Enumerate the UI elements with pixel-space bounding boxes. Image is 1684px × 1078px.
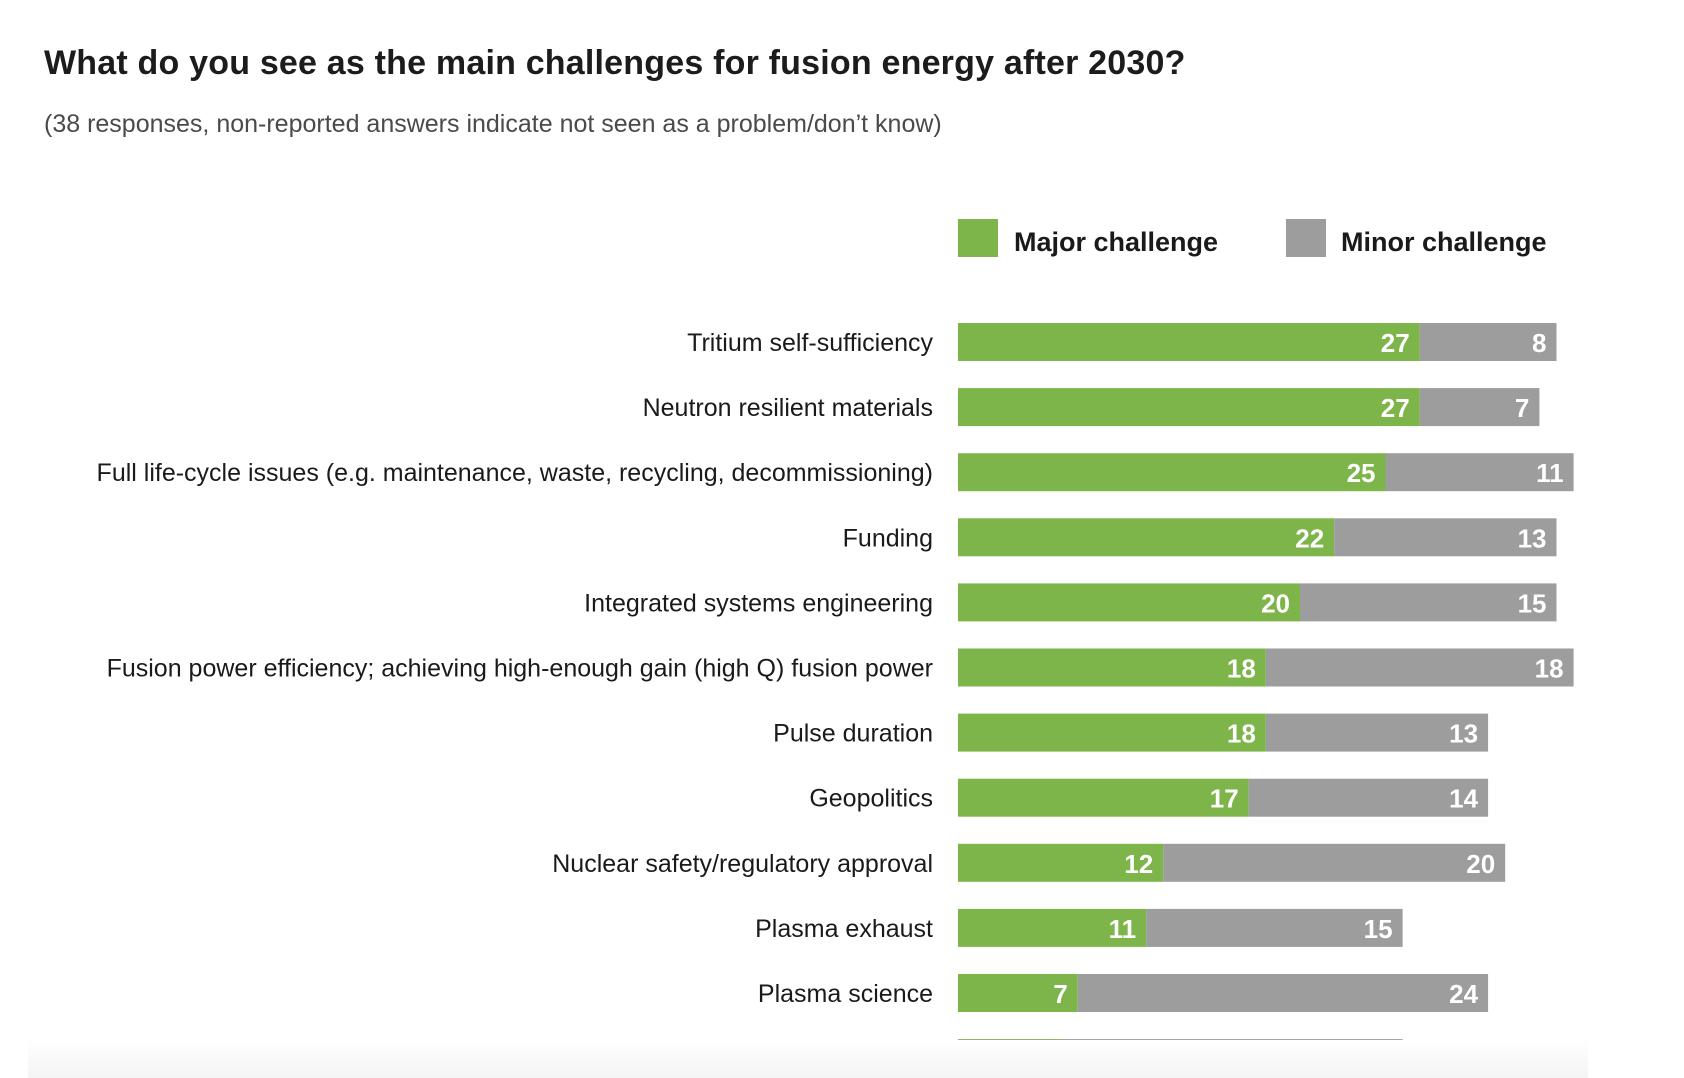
bar-major-challenge xyxy=(958,388,1420,427)
value-label-major-challenge: 7 xyxy=(1053,979,1067,1009)
bar-major-challenge xyxy=(958,778,1249,817)
value-label-major-challenge: 22 xyxy=(1295,523,1324,553)
value-label-minor-challenge: 7 xyxy=(1515,393,1529,423)
bar-major-challenge xyxy=(958,843,1164,882)
bar-minor-challenge xyxy=(1265,713,1489,752)
chart-title: What do you see as the main challenges f… xyxy=(44,44,1186,82)
bar-major-challenge xyxy=(958,453,1386,492)
value-label-major-challenge: 18 xyxy=(1227,654,1256,684)
category-label: Integrated systems engineering xyxy=(584,589,933,617)
bar-minor-challenge xyxy=(1077,974,1489,1012)
category-label: Neutron resilient materials xyxy=(643,394,933,422)
legend-label-major-challenge: Major challenge xyxy=(1014,227,1218,257)
bar-minor-challenge xyxy=(1334,518,1557,557)
value-label-minor-challenge: 20 xyxy=(1466,849,1495,879)
bar-minor-challenge xyxy=(1419,388,1540,427)
value-label-major-challenge: 11 xyxy=(1109,914,1137,944)
bar-major-challenge xyxy=(958,908,1147,947)
legend-swatch-major-challenge xyxy=(958,219,998,257)
legend-label-minor-challenge: Minor challenge xyxy=(1341,227,1547,257)
category-label: Full life-cycle issues (e.g. maintenance… xyxy=(97,459,933,487)
category-label: Funding xyxy=(843,524,933,552)
bar-minor-challenge xyxy=(1300,583,1557,622)
bar-minor-challenge xyxy=(1248,778,1489,817)
value-label-minor-challenge: 24 xyxy=(1449,979,1478,1009)
bar-major-challenge xyxy=(958,648,1266,687)
category-label: Tritium self-sufficiency xyxy=(687,329,933,357)
value-label-minor-challenge: 14 xyxy=(1449,784,1478,814)
value-label-major-challenge: 12 xyxy=(1124,849,1153,879)
bar-minor-challenge xyxy=(1146,908,1403,947)
bar-major-challenge xyxy=(958,974,1078,1012)
value-label-major-challenge: 27 xyxy=(1381,393,1410,423)
value-label-minor-challenge: 13 xyxy=(1518,523,1547,553)
bars: Tritium self-sufficiency 27 8 Neutron resil… xyxy=(97,323,1574,1078)
category-label: Nuclear safety/regulatory approval xyxy=(552,850,933,878)
chart-subtitle: (38 responses, non-reported answers indi… xyxy=(44,110,942,138)
value-label-major-challenge: 17 xyxy=(1210,784,1239,814)
category-label: Fusion power efficiency; achieving high-… xyxy=(107,655,933,683)
value-label-minor-challenge: 18 xyxy=(1535,654,1564,684)
value-label-minor-challenge: 15 xyxy=(1364,914,1393,944)
bar-minor-challenge xyxy=(1419,323,1557,361)
value-label-major-challenge: 25 xyxy=(1347,458,1376,488)
value-label-minor-challenge: 13 xyxy=(1449,719,1478,749)
bar-minor-challenge xyxy=(1385,453,1574,492)
value-label-major-challenge: 20 xyxy=(1261,588,1290,618)
bar-major-challenge xyxy=(958,583,1300,622)
value-label-major-challenge: 27 xyxy=(1381,328,1410,358)
value-label-minor-challenge: 11 xyxy=(1536,458,1564,488)
bar-minor-challenge xyxy=(1163,843,1506,882)
bottom-fade xyxy=(28,1040,1588,1078)
value-label-minor-challenge: 8 xyxy=(1532,328,1546,358)
value-label-minor-challenge: 15 xyxy=(1518,588,1547,618)
bar-major-challenge xyxy=(958,713,1266,752)
category-label: Plasma science xyxy=(758,980,933,1008)
legend: Major challenge Minor challenge xyxy=(958,219,1547,257)
category-label: Plasma exhaust xyxy=(755,915,933,943)
bar-minor-challenge xyxy=(1265,648,1574,687)
bar-major-challenge xyxy=(958,323,1420,361)
category-label: Geopolitics xyxy=(809,785,933,813)
bar-major-challenge xyxy=(958,518,1335,557)
category-label: Pulse duration xyxy=(773,720,933,748)
legend-swatch-minor-challenge xyxy=(1286,219,1326,257)
value-label-major-challenge: 18 xyxy=(1227,719,1256,749)
